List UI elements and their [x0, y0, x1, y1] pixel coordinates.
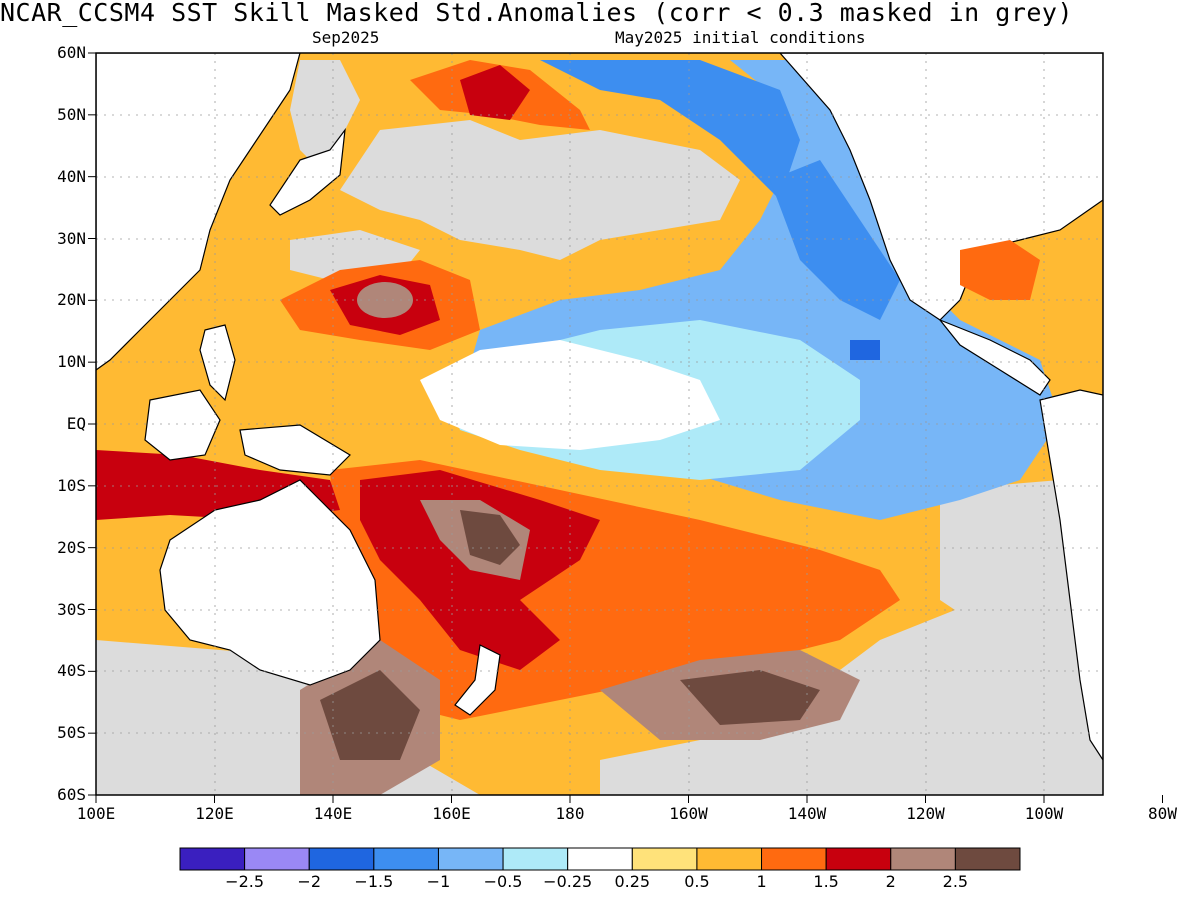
lon-tick-label: 120E: [195, 804, 234, 823]
land-asia: [96, 53, 301, 371]
land-south-america: [1039, 389, 1103, 762]
colorbar-swatch: [954, 847, 1021, 871]
colorbar-tick-label: −1: [426, 872, 451, 891]
lon-tick-label: 100W: [1024, 804, 1064, 823]
lat-tick-label: 20S: [57, 537, 86, 557]
colorbar-tick-label: −2: [297, 872, 322, 891]
cold-core-east: [770, 160, 900, 320]
lat-tick-label: 60S: [57, 785, 86, 804]
colorbar-swatch: [502, 847, 569, 871]
colorbar-tick-label: 2: [885, 872, 896, 891]
colorbar-swatch: [179, 847, 246, 871]
neutral-band-equator: [420, 340, 720, 450]
colorbar-swatch: [308, 847, 375, 871]
colorbar-swatch: [761, 847, 827, 871]
colorbar-tick-label: −2.5: [225, 872, 265, 891]
colorbar-swatch: [825, 847, 892, 871]
mask-gulf-of-mexico: [960, 240, 1040, 300]
map-title: NCAR_CCSM4 SST Skill Masked Std.Anomalie…: [0, 0, 1074, 27]
land-central-america: [938, 318, 1051, 396]
strong-cold-patch: [850, 340, 880, 360]
colorbar-swatch: [244, 847, 310, 871]
colorbar-tick-label: 2.5: [942, 872, 969, 891]
colorbar-swatch: [890, 847, 956, 871]
max-anomaly-south: [460, 510, 520, 565]
map-area: [96, 53, 1103, 795]
land-north-america: [779, 53, 1103, 321]
lon-tick-label: 160E: [432, 804, 471, 823]
forecast-month: Sep2025: [312, 28, 380, 47]
mask-region-kuroshio: [290, 60, 360, 170]
initial-conditions: May2025 initial conditions: [615, 28, 866, 47]
land-australia: [159, 479, 381, 686]
colorbar-tick-label: 1.5: [813, 872, 839, 891]
lon-tick-label: 80W: [1148, 804, 1177, 823]
colorbar-tick-label: 0.5: [684, 872, 710, 891]
cold-core-northeast: [540, 60, 800, 200]
colorbar-swatch: [696, 847, 763, 871]
mask-region-north: [340, 120, 740, 260]
colorbar-swatch: [631, 847, 698, 871]
colorbar-swatch: [437, 847, 504, 871]
max-anomaly-southwest: [320, 670, 420, 760]
lon-tick-label: 140W: [787, 804, 827, 823]
lat-tick-label: 40S: [57, 661, 86, 681]
lat-tick-label: 50N: [57, 104, 86, 124]
lat-tick-label: 30N: [57, 228, 86, 248]
lat-tick-label: 30S: [57, 599, 86, 619]
lon-tick-label: 160W: [669, 804, 708, 823]
colorbar-tick-label: 1: [756, 872, 767, 891]
colorbar-swatch: [567, 847, 633, 871]
lon-tick-label: 100E: [76, 804, 116, 823]
lat-tick-label: 40N: [57, 166, 86, 186]
colorbar-tick-label: −0.25: [543, 872, 593, 891]
axis-ticks: [88, 52, 1163, 803]
max-anomaly-southeast: [680, 670, 820, 725]
lat-tick-label: 10S: [57, 475, 86, 495]
lon-tick-label: 140E: [313, 804, 353, 823]
colorbar-tick-label: −0.5: [483, 872, 523, 891]
land-borneo: [144, 389, 221, 461]
lat-tick-label: 50S: [57, 723, 86, 743]
lat-tick-label: 20N: [57, 290, 86, 310]
lat-tick-label: 10N: [57, 352, 86, 372]
strong-anomaly-north: [460, 65, 530, 120]
lon-tick-label: 180: [555, 804, 585, 823]
colorbar-swatch: [373, 847, 439, 871]
land-philippines: [199, 324, 236, 402]
lon-tick-label: 120W: [906, 804, 945, 823]
colorbar-tick-label: 0.25: [614, 872, 651, 891]
colorbar: [179, 847, 1021, 871]
land-new-zealand: [454, 644, 501, 716]
land-japan: [269, 127, 346, 216]
lat-tick-label: EQ: [66, 414, 86, 433]
land-new-guinea: [239, 424, 351, 476]
colorbar-tick-label: −1.5: [354, 872, 394, 891]
lat-tick-label: 60N: [57, 43, 86, 62]
